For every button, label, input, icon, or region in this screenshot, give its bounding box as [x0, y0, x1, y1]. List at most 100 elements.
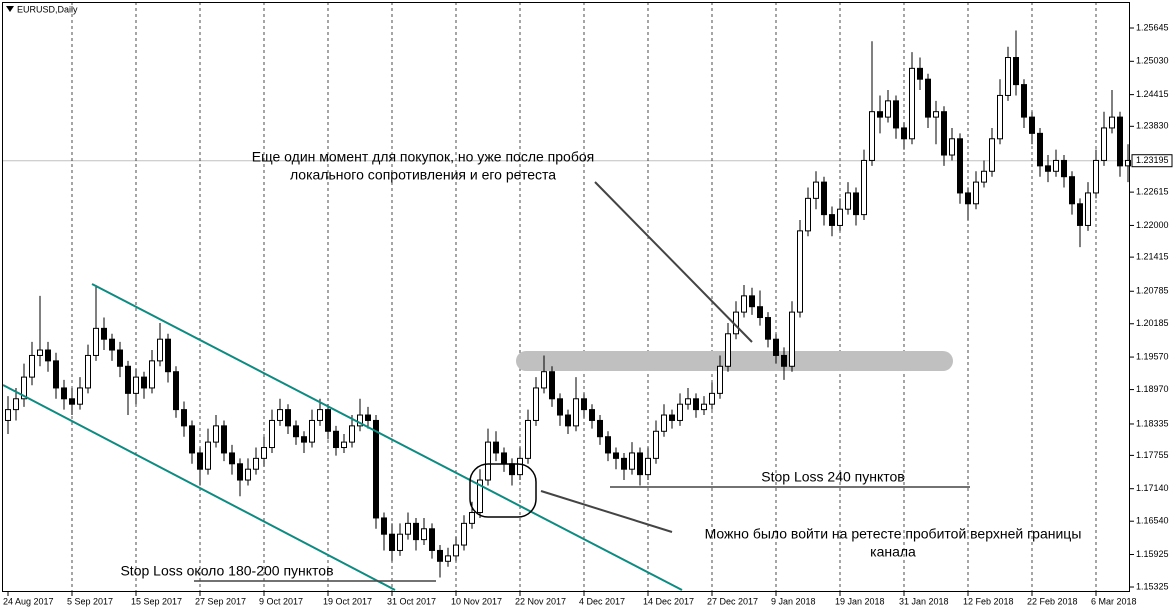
- candle-body: [525, 419, 531, 459]
- candle-body: [1021, 84, 1027, 118]
- pointer: [540, 490, 673, 533]
- candle-body: [253, 457, 259, 470]
- axes: 1.25645 1.25030 1.24415 1.23830 1.22615 1.220…: [3, 22, 1173, 606]
- x-tick-label: 19 Jan 2018: [835, 596, 885, 606]
- candle-body: [1109, 116, 1115, 129]
- candle-body: [29, 354, 35, 378]
- candle-body: [53, 360, 59, 389]
- candle-body: [821, 181, 827, 216]
- title-icon: [6, 6, 14, 12]
- y-tick-label: 1.24415: [1136, 89, 1169, 99]
- candle-body: [125, 365, 131, 394]
- channel-lower: [2, 384, 396, 591]
- current-price-box: [1131, 154, 1173, 168]
- candle-body: [861, 159, 867, 216]
- x-tick-label: 4 Dec 2017: [579, 596, 625, 606]
- candle-body: [517, 457, 523, 476]
- y-tick-label: 1.15925: [1136, 549, 1169, 559]
- candle-body: [901, 127, 907, 140]
- candle-body: [437, 549, 443, 562]
- candle-body: [845, 192, 851, 210]
- candle-body: [197, 452, 203, 470]
- candle-body: [101, 327, 107, 340]
- candle-body: [1005, 57, 1011, 96]
- y-tick-label: 1.17755: [1136, 450, 1169, 460]
- candle-body: [741, 295, 747, 313]
- candle-body: [925, 78, 931, 118]
- candle-body: [405, 522, 411, 535]
- candle-body: [877, 111, 883, 118]
- annotation: локального сопротивления и его ретеста: [290, 167, 556, 183]
- candle-body: [597, 419, 603, 438]
- candle-body: [157, 338, 163, 362]
- x-tick-label: 15 Sep 2017: [131, 596, 182, 606]
- candle-body: [245, 468, 251, 481]
- candle-body: [149, 360, 155, 389]
- y-tick-label: 1.23830: [1136, 121, 1169, 131]
- candle-body: [1013, 57, 1019, 86]
- x-tick-label: 31 Jan 2018: [899, 596, 949, 606]
- x-tick-label: 19 Oct 2017: [323, 596, 372, 606]
- candle-body: [493, 441, 499, 454]
- candle-body: [213, 425, 219, 443]
- candle-body: [261, 447, 267, 459]
- candle-body: [1093, 159, 1099, 194]
- y-tick-label: 1.18335: [1136, 418, 1169, 428]
- candle-body: [1101, 127, 1107, 161]
- candle-body: [549, 371, 555, 400]
- y-tick-label: 1.18970: [1136, 384, 1169, 394]
- candle-body: [853, 192, 859, 216]
- candle-body: [1125, 159, 1131, 167]
- candle-body: [229, 452, 235, 465]
- x-tick-label: 31 Oct 2017: [387, 596, 436, 606]
- candle-body: [309, 419, 315, 443]
- candle-body: [1061, 159, 1067, 178]
- x-tick-label: 12 Feb 2018: [963, 596, 1014, 606]
- candle-body: [941, 111, 947, 156]
- candle-body: [781, 354, 787, 367]
- x-tick-label: 9 Oct 2017: [259, 596, 303, 606]
- candle-body: [21, 376, 27, 400]
- channel-upper: [91, 283, 683, 591]
- x-tick-label: 27 Sep 2017: [195, 596, 246, 606]
- candle-body: [485, 441, 491, 481]
- y-tick-label: 1.22615: [1136, 187, 1169, 197]
- candle-body: [1037, 132, 1043, 167]
- candle-body: [293, 425, 299, 438]
- candle-body: [637, 452, 643, 476]
- candle-body: [461, 522, 467, 546]
- candle-body: [709, 392, 715, 405]
- candle-body: [829, 214, 835, 226]
- candle-body: [885, 100, 891, 118]
- candle-body: [981, 170, 987, 183]
- candle-body: [117, 349, 123, 367]
- candle-body: [701, 403, 707, 411]
- candle-body: [469, 512, 475, 524]
- candle-body: [1053, 159, 1059, 172]
- candle-body: [325, 409, 331, 432]
- candle-body: [757, 306, 763, 319]
- candle-body: [141, 376, 147, 389]
- candle-body: [365, 414, 371, 421]
- candle-body: [997, 94, 1003, 140]
- annotation: Stop Loss около 180-200 пунктов: [120, 563, 333, 579]
- candle-body: [573, 398, 579, 427]
- y-tick-label: 1.16540: [1136, 516, 1169, 526]
- candle-body: [429, 528, 435, 551]
- candle-body: [1077, 203, 1083, 226]
- y-tick-label: 1.21415: [1136, 252, 1169, 262]
- y-tick-label: 1.25645: [1136, 22, 1169, 32]
- candle-body: [773, 338, 779, 356]
- candle-body: [85, 354, 91, 389]
- candle-body: [109, 338, 115, 351]
- candle-body: [613, 452, 619, 459]
- x-tick-label: 27 Dec 2017: [707, 596, 758, 606]
- candle-body: [669, 414, 675, 421]
- candle-body: [957, 138, 963, 194]
- retest-marker: [469, 463, 537, 518]
- chart-title: EURUSD,Daily: [17, 4, 78, 14]
- candle-body: [965, 192, 971, 205]
- grid: [3, 2, 1130, 592]
- candle-body: [1029, 116, 1035, 134]
- candle-body: [765, 317, 771, 340]
